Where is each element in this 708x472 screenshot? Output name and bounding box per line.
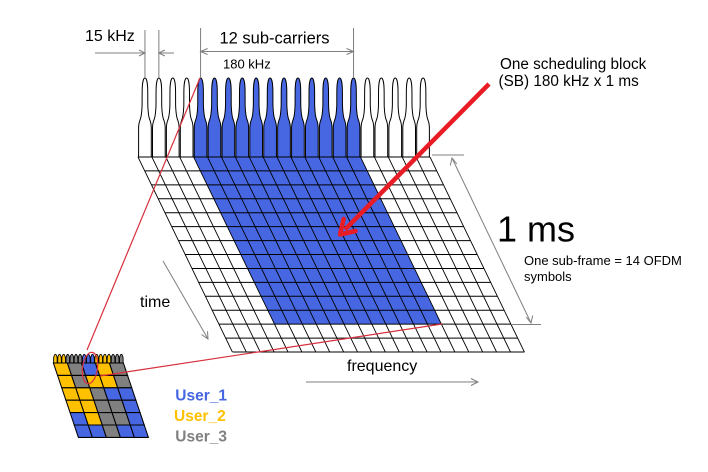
svg-text:(SB) 180 kHz x 1 ms: (SB) 180 kHz x 1 ms <box>499 73 640 90</box>
svg-text:User_3: User_3 <box>175 429 227 446</box>
svg-text:15 kHz: 15 kHz <box>85 28 135 45</box>
svg-text:User_2: User_2 <box>174 408 226 425</box>
svg-text:frequency: frequency <box>347 358 417 375</box>
svg-text:12 sub-carriers: 12 sub-carriers <box>219 30 329 48</box>
svg-text:One scheduling block: One scheduling block <box>500 56 647 73</box>
svg-text:User_1: User_1 <box>175 388 227 405</box>
svg-text:1 ms: 1 ms <box>497 209 575 250</box>
svg-text:180 kHz: 180 kHz <box>223 57 271 72</box>
svg-text:One sub-frame = 14 OFDM: One sub-frame = 14 OFDM <box>524 253 682 268</box>
svg-text:time: time <box>140 294 170 311</box>
svg-text:symbols: symbols <box>524 269 572 284</box>
